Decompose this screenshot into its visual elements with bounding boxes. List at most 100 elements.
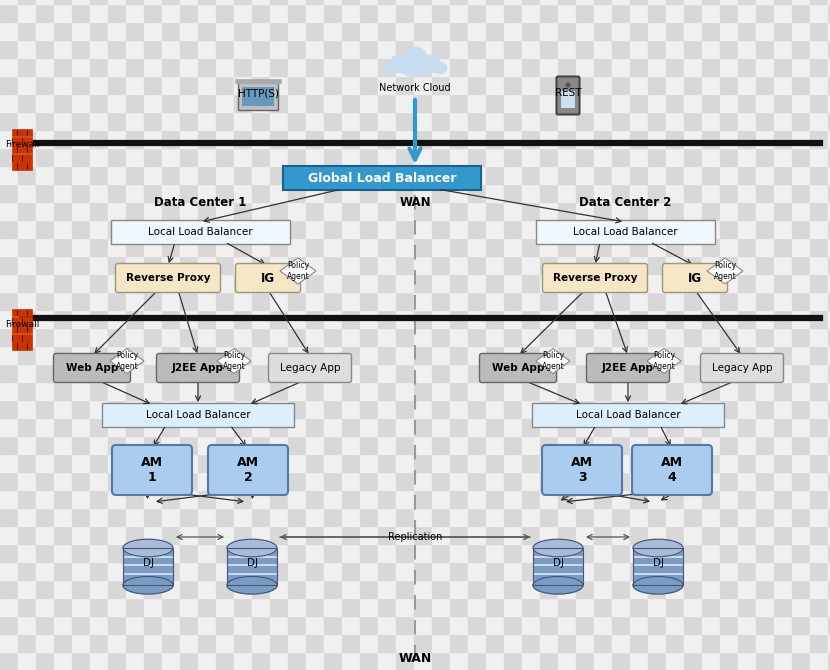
Bar [234, 220, 252, 238]
Bar [126, 202, 144, 220]
Bar [594, 220, 612, 238]
Bar [360, 616, 378, 634]
Bar [540, 328, 558, 346]
Bar [828, 22, 830, 40]
Bar [234, 580, 252, 598]
Text: WAN: WAN [398, 651, 432, 665]
Bar [324, 148, 342, 166]
Bar [558, 166, 576, 184]
Bar [216, 364, 234, 382]
Bar [198, 328, 216, 346]
Bar [12, 334, 32, 342]
Bar [684, 580, 702, 598]
Bar [540, 526, 558, 544]
Bar [288, 544, 306, 562]
Bar [324, 400, 342, 418]
Bar [252, 382, 270, 400]
Bar [684, 544, 702, 562]
Bar [72, 562, 90, 580]
Bar [396, 184, 414, 202]
Bar [774, 310, 792, 328]
Bar [522, 652, 540, 670]
Bar [630, 22, 648, 40]
Bar [792, 544, 810, 562]
Bar [126, 526, 144, 544]
Bar [810, 148, 828, 166]
Bar [486, 400, 504, 418]
Bar [252, 634, 270, 652]
Bar [144, 292, 162, 310]
Bar [0, 472, 18, 490]
Bar [414, 0, 432, 4]
Bar [432, 580, 450, 598]
Bar [180, 490, 198, 508]
Bar [612, 220, 630, 238]
Bar [666, 76, 684, 94]
Bar [666, 274, 684, 292]
FancyBboxPatch shape [556, 76, 579, 115]
Bar [486, 166, 504, 184]
Bar [324, 310, 342, 328]
Bar [198, 58, 216, 76]
Bar [18, 400, 36, 418]
Bar [648, 346, 666, 364]
Bar [756, 292, 774, 310]
Bar [576, 148, 594, 166]
Bar [450, 130, 468, 148]
Bar [594, 382, 612, 400]
Bar [810, 526, 828, 544]
Bar [468, 220, 486, 238]
Bar [522, 58, 540, 76]
Bar [36, 436, 54, 454]
Bar [306, 220, 324, 238]
Bar [72, 202, 90, 220]
Bar [558, 364, 576, 382]
Bar [126, 256, 144, 274]
Bar [450, 454, 468, 472]
Bar [72, 166, 90, 184]
Bar [90, 0, 108, 4]
Bar [252, 274, 270, 292]
Bar [810, 544, 828, 562]
Bar [126, 418, 144, 436]
Bar [720, 400, 738, 418]
Bar [720, 94, 738, 112]
Bar [36, 58, 54, 76]
Bar [648, 526, 666, 544]
Bar [522, 526, 540, 544]
Bar [270, 22, 288, 40]
Bar [288, 598, 306, 616]
Bar [198, 94, 216, 112]
Bar [396, 472, 414, 490]
Bar [468, 22, 486, 40]
Bar [432, 328, 450, 346]
Bar [198, 490, 216, 508]
Bar [612, 634, 630, 652]
Bar [306, 184, 324, 202]
Text: Firewall: Firewall [5, 140, 39, 149]
Bar [468, 292, 486, 310]
Bar [180, 238, 198, 256]
Bar [630, 292, 648, 310]
Bar [684, 490, 702, 508]
Ellipse shape [227, 576, 277, 594]
Bar [612, 508, 630, 526]
Bar [576, 400, 594, 418]
Bar [468, 76, 486, 94]
Bar [360, 382, 378, 400]
Bar [288, 40, 306, 58]
Bar [738, 400, 756, 418]
Bar [612, 562, 630, 580]
Bar [414, 238, 432, 256]
Bar [126, 94, 144, 112]
Bar [18, 202, 36, 220]
Bar [504, 382, 522, 400]
Bar [36, 292, 54, 310]
Bar [468, 418, 486, 436]
Bar [126, 58, 144, 76]
Bar [774, 94, 792, 112]
Bar [702, 616, 720, 634]
Bar [252, 328, 270, 346]
Bar [342, 0, 360, 4]
Bar [270, 256, 288, 274]
